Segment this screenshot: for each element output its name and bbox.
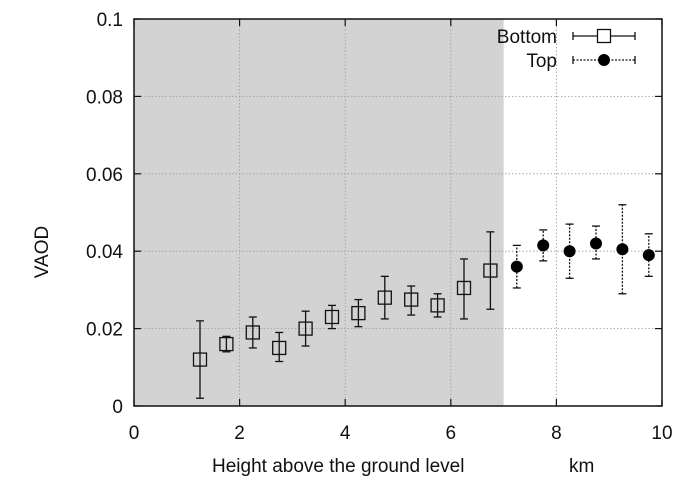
- error-bar: [380, 275, 389, 320]
- x-axis-unit: km: [569, 456, 594, 477]
- data-point-bottom: [377, 290, 392, 305]
- y-tick-label: 0.02: [86, 320, 123, 341]
- data-point-bottom: [324, 309, 340, 325]
- x-tick-label: 0: [129, 423, 140, 444]
- data-point-top: [563, 245, 576, 258]
- data-point-top: [642, 249, 655, 262]
- error-bar: [486, 231, 495, 310]
- x-tick-label: 10: [651, 423, 672, 444]
- y-tick-label: 0: [112, 397, 123, 418]
- x-tick-label: 4: [340, 423, 351, 444]
- x-tick-label: 6: [446, 423, 457, 444]
- data-point-bottom: [351, 305, 366, 321]
- data-point-bottom: [456, 280, 472, 296]
- data-point-bottom: [483, 263, 498, 278]
- data-point-bottom: [219, 336, 234, 352]
- y-tick-label: 0.06: [86, 165, 123, 186]
- data-point-bottom: [404, 292, 419, 307]
- error-bar: [196, 320, 204, 399]
- error-bar: [354, 298, 363, 328]
- data-point-top: [510, 260, 523, 273]
- plot-frame: [133, 18, 663, 407]
- x-tick-label: 8: [551, 423, 562, 444]
- legend: Bottom Top: [497, 27, 636, 72]
- axis-ticks: 0 2 4 6 8 10 0 0.02 0.04 0.06 0.08 0.1: [86, 10, 673, 444]
- error-bar: [433, 293, 442, 318]
- y-tick-label: 0.1: [97, 10, 123, 31]
- x-axis-label: Height above the ground level: [212, 456, 464, 477]
- data-point-bottom: [430, 298, 445, 313]
- error-bar: [407, 285, 416, 316]
- error-bar: [222, 335, 231, 353]
- y-tick-label: 0.04: [86, 242, 123, 263]
- error-bar: [460, 258, 468, 320]
- y-tick-label: 0.08: [86, 87, 123, 108]
- shaded-region: [134, 19, 504, 406]
- legend-label: Top: [526, 51, 557, 72]
- error-bar: [592, 225, 600, 260]
- error-bar: [328, 304, 336, 330]
- legend-marker-circle: [598, 54, 610, 66]
- data-point-top: [590, 237, 602, 250]
- y-axis-label: VAOD: [32, 226, 53, 278]
- data-point-bottom: [272, 340, 287, 356]
- data-markers: [192, 237, 655, 367]
- data-point-bottom: [245, 325, 260, 340]
- error-bar: [275, 331, 284, 363]
- data-point-bottom: [298, 321, 313, 336]
- data-point-bottom: [192, 352, 208, 367]
- x-tick-label: 2: [234, 423, 245, 444]
- grid-lines: [134, 19, 662, 406]
- legend-marker-square: [596, 28, 612, 44]
- error-bar: [248, 316, 257, 349]
- legend-label: Bottom: [497, 27, 557, 48]
- error-bar: [565, 223, 574, 279]
- error-bar: [618, 204, 627, 295]
- error-bar: [301, 310, 310, 347]
- data-point-top: [537, 239, 550, 252]
- data-point-top: [616, 243, 629, 256]
- error-bars: [196, 204, 653, 399]
